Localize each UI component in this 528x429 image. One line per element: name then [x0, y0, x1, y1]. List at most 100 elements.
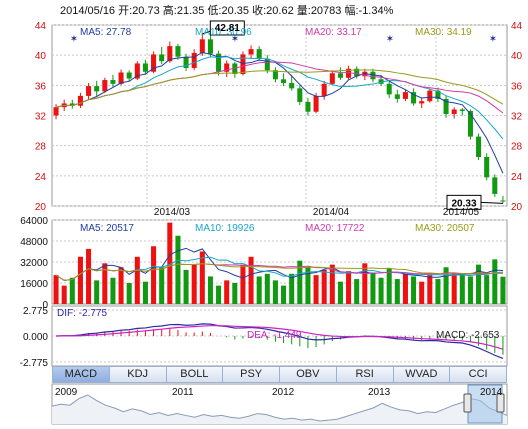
navigator-year-label: 2014 — [480, 387, 503, 398]
volume-bar — [411, 276, 417, 304]
volume-bar — [370, 272, 376, 304]
high-annotation-box — [209, 20, 245, 36]
tab-psy[interactable]: PSY — [223, 366, 280, 383]
tab-macd[interactable]: MACD — [52, 366, 110, 383]
price-ma-legend: MA20: 33.17 — [305, 27, 362, 38]
event-marker: ✶ — [231, 34, 239, 45]
indicator-tabs: MACD KDJ BOLL PSY OBV RSI WVAD CCI — [52, 366, 507, 383]
tab-boll[interactable]: BOLL — [166, 366, 224, 383]
macd-legend-value: -2.775 — [79, 308, 108, 319]
volume-bar — [281, 285, 287, 304]
ma-legend-name: MA5 — [80, 27, 101, 38]
price-tick-right: 44 — [511, 21, 523, 32]
macd-legend-value: -2.653 — [471, 330, 500, 341]
volume-legend-name: MA20 — [305, 223, 332, 234]
candle-body — [94, 86, 100, 92]
price-tick-left: 20 — [35, 202, 47, 213]
price-ma-legend: MA5: 27.78 — [80, 27, 132, 38]
macd-legend-sep: : — [73, 308, 79, 319]
price-tick-right: 40 — [511, 51, 523, 62]
navigator-handle-right[interactable] — [496, 393, 505, 413]
ma-legend-value: 33.17 — [337, 27, 362, 38]
macd-tick: 2.775 — [23, 306, 48, 317]
candle-body — [272, 70, 278, 80]
header-low-label: 低: — [207, 4, 221, 17]
price-tick-left: 24 — [35, 172, 47, 183]
candle-body — [402, 92, 408, 99]
date-label: 2014/05 — [443, 207, 480, 218]
volume-bar — [354, 279, 360, 304]
volume-bar — [297, 260, 303, 304]
header-volume: 20783 — [311, 5, 342, 17]
candle-body — [329, 73, 335, 84]
volume-tick: 48000 — [20, 237, 48, 248]
volume-bar — [256, 276, 262, 304]
candle-body — [102, 80, 108, 92]
tab-wvad[interactable]: WVAD — [393, 366, 451, 383]
volume-bar — [394, 279, 400, 304]
price-tick-left: 32 — [35, 112, 47, 123]
macd-legend-name: DIF — [57, 308, 73, 319]
volume-bar — [500, 276, 506, 304]
volume-bar — [126, 283, 132, 304]
header-volume-label: 量: — [297, 4, 311, 17]
volume-bar — [151, 246, 157, 304]
volume-bar — [86, 248, 92, 304]
price-ma30-line — [55, 69, 504, 108]
header-change-label: 幅: — [344, 4, 358, 17]
tab-rsi[interactable]: RSI — [336, 366, 394, 383]
event-marker: ✶ — [386, 34, 394, 45]
macd-tick: -2.775 — [20, 358, 49, 369]
candle-body — [69, 103, 75, 106]
candle-body — [492, 177, 498, 194]
candle-body — [159, 54, 165, 62]
header-close: 20.62 — [266, 5, 294, 17]
volume-bar — [110, 277, 116, 304]
macd-tick: 0.000 — [23, 332, 48, 343]
volume-bar — [321, 269, 327, 304]
tab-cci[interactable]: CCI — [450, 366, 507, 383]
volume-tick: 0 — [42, 300, 48, 311]
volume-bar — [419, 281, 425, 304]
candle-body — [199, 39, 205, 53]
volume-legend-sep: : — [441, 223, 447, 234]
ma-legend-sep: : — [101, 27, 107, 38]
macd-legend-name: MACD — [436, 330, 465, 341]
volume-bar — [199, 251, 205, 304]
candle-body — [394, 94, 400, 99]
volume-legend-value: 20517 — [106, 223, 134, 234]
tab-obv[interactable]: OBV — [280, 366, 337, 383]
volume-bar — [94, 280, 100, 304]
volume-ma30-line — [55, 263, 503, 281]
navigator-handle-left[interactable] — [463, 393, 472, 413]
macd-legend: DIF: -2.775 — [57, 308, 107, 319]
volume-legend-sep: : — [101, 223, 107, 234]
price-tick-left: 44 — [35, 21, 47, 32]
price-tick-left: 36 — [35, 81, 47, 92]
volume-legend-name: MA5 — [80, 223, 101, 234]
header-date: 2014/05/16 — [60, 5, 115, 17]
volume-ma-legend: MA10: 19926 — [195, 223, 255, 234]
low-annotation: 20.33 — [451, 198, 476, 209]
volume-bar — [362, 263, 368, 304]
volume-bar — [451, 272, 457, 304]
macd-legend-sep: : — [268, 330, 274, 341]
volume-legend-name: MA10 — [195, 223, 222, 234]
candle-body — [256, 49, 262, 59]
price-ma5-line — [55, 52, 504, 174]
tab-kdj[interactable]: KDJ — [109, 366, 167, 383]
price-ma-legend: MA10: 30.96 — [195, 27, 252, 38]
candle-body — [175, 46, 181, 57]
header-high: 21.35 — [177, 5, 205, 17]
candle-body — [248, 49, 254, 55]
candle-body — [346, 68, 352, 78]
candle-body — [435, 90, 441, 99]
macd-panel-frame — [51, 305, 508, 367]
candle-body — [411, 92, 417, 104]
candle-body — [110, 80, 116, 84]
volume-bar — [224, 280, 230, 304]
ma-legend-name: MA30 — [415, 27, 442, 38]
volume-tick: 16000 — [20, 279, 48, 290]
volume-bar — [134, 256, 140, 304]
